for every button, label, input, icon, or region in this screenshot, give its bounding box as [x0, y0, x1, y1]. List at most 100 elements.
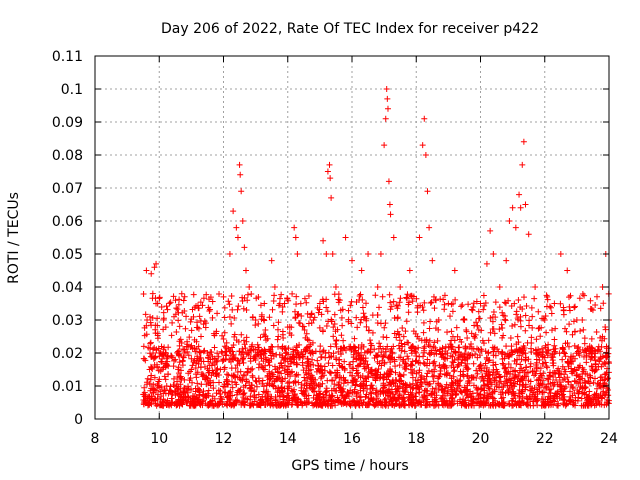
data-point	[474, 322, 481, 329]
x-tick-label: 14	[279, 431, 297, 447]
data-point	[532, 284, 539, 290]
data-point	[561, 349, 568, 356]
data-point	[338, 398, 345, 405]
data-point	[581, 340, 588, 347]
data-point	[181, 293, 188, 300]
data-point	[407, 292, 414, 299]
data-point	[229, 306, 236, 313]
data-point	[209, 298, 216, 305]
data-point	[219, 350, 226, 357]
data-point	[551, 342, 558, 349]
data-point	[180, 353, 187, 360]
data-point	[185, 352, 192, 359]
data-point	[599, 333, 606, 340]
data-point	[153, 387, 160, 394]
data-point	[285, 385, 292, 392]
data-point	[557, 300, 564, 307]
data-point	[481, 365, 488, 372]
data-point	[329, 362, 336, 369]
data-point	[213, 367, 220, 374]
data-point	[573, 317, 580, 323]
data-point	[570, 385, 577, 392]
data-point	[496, 401, 503, 408]
data-point	[159, 399, 166, 406]
data-point	[352, 402, 359, 409]
data-point	[235, 387, 242, 394]
data-point	[295, 319, 302, 326]
data-point	[263, 382, 270, 389]
data-point	[500, 361, 507, 368]
data-point	[559, 356, 566, 363]
data-point	[217, 388, 224, 395]
data-point	[582, 370, 589, 377]
data-point	[150, 389, 157, 396]
data-point	[242, 395, 249, 402]
data-point	[357, 291, 364, 298]
data-point	[431, 339, 438, 346]
data-point	[241, 244, 248, 251]
data-point	[547, 373, 554, 380]
data-point	[303, 395, 310, 402]
data-point	[276, 374, 283, 381]
data-point	[596, 358, 603, 365]
data-point	[428, 349, 435, 356]
data-point	[381, 324, 388, 331]
data-point	[160, 316, 167, 323]
data-point	[251, 388, 258, 395]
data-point	[544, 346, 551, 353]
data-point	[292, 314, 299, 321]
data-point	[541, 354, 548, 361]
data-point	[445, 402, 452, 409]
data-point	[214, 310, 221, 317]
data-point	[308, 310, 315, 317]
data-point	[166, 300, 173, 307]
data-point	[225, 372, 232, 379]
data-point	[492, 377, 499, 384]
data-point	[474, 354, 481, 361]
data-point	[447, 313, 454, 320]
data-point	[449, 395, 456, 402]
data-point	[451, 356, 458, 363]
data-point	[592, 398, 599, 405]
data-point	[377, 251, 384, 257]
data-point	[422, 152, 429, 158]
data-point	[582, 391, 589, 398]
data-point	[157, 388, 164, 395]
data-point	[549, 370, 556, 377]
data-point	[603, 401, 610, 408]
data-point	[275, 400, 282, 407]
data-point	[416, 353, 423, 360]
data-point	[374, 351, 381, 358]
data-point	[200, 397, 207, 404]
data-point	[373, 375, 380, 382]
data-point	[533, 395, 540, 402]
data-point	[236, 348, 243, 355]
data-point	[374, 312, 381, 319]
data-point	[468, 393, 475, 400]
x-tick-label: 20	[472, 431, 490, 447]
data-point	[453, 324, 460, 331]
data-point	[303, 330, 310, 337]
data-point	[195, 325, 202, 332]
data-point	[328, 400, 335, 407]
data-point	[196, 392, 203, 399]
data-point	[281, 345, 288, 352]
data-point	[195, 360, 202, 367]
data-point	[490, 251, 497, 257]
data-point	[571, 303, 578, 310]
data-point	[505, 354, 512, 361]
data-point	[474, 390, 481, 397]
data-point	[326, 369, 333, 376]
data-point	[420, 397, 427, 404]
data-point	[236, 374, 243, 381]
data-point	[347, 302, 354, 309]
data-point	[468, 330, 475, 337]
data-point	[515, 373, 522, 380]
data-point	[433, 401, 440, 408]
data-point	[163, 303, 170, 310]
data-point	[522, 356, 529, 363]
data-point	[292, 379, 299, 386]
data-point	[343, 393, 350, 400]
data-point	[406, 393, 413, 400]
data-point	[252, 377, 259, 384]
